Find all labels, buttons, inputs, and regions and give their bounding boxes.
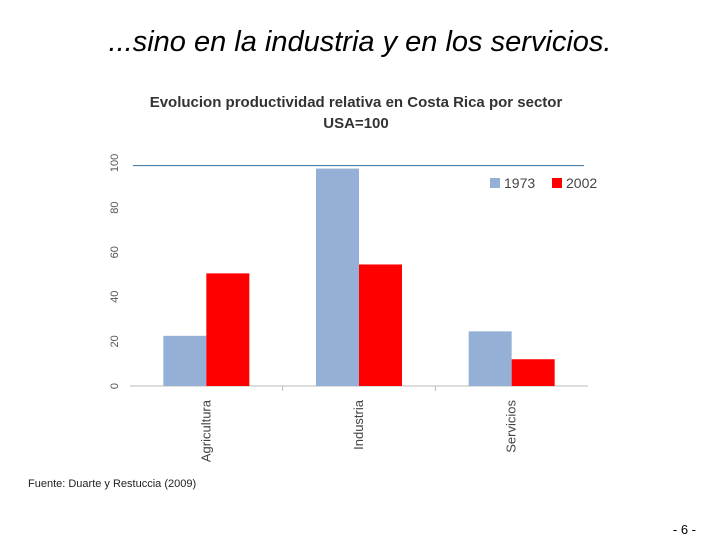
y-tick-label: 40 [109,291,121,303]
chart-subtitle: USA=100 [323,115,388,132]
chart-title: Evolucion productividad relativa en Cost… [150,94,563,111]
x-category-label: Industria [351,399,366,450]
source-note: Fuente: Duarte y Restuccia (2009) [28,478,197,490]
legend-swatch-2002 [552,178,562,188]
bar-industria-2002 [359,264,402,386]
legend-swatch-1973 [490,178,500,188]
page-number: - 6 - [672,522,696,537]
bar-servicios-2002 [511,359,555,386]
y-tick-label: 60 [109,246,121,258]
legend-label-1973: 1973 [504,175,535,191]
bar-agricultura-1973 [163,335,207,386]
bar-agricultura-2002 [206,273,250,386]
slide-title: ...sino en la industria y en los servici… [108,26,612,58]
y-tick-label: 0 [109,383,121,389]
x-category-label: Servicios [504,400,519,453]
legend-label-2002: 2002 [566,175,597,191]
bar-servicios-1973 [468,331,512,386]
y-tick-label: 20 [109,335,121,347]
y-tick-label: 80 [109,201,121,213]
x-category-label: Agricultura [198,399,213,462]
bar-industria-1973 [316,168,359,386]
y-tick-label: 100 [109,154,121,172]
